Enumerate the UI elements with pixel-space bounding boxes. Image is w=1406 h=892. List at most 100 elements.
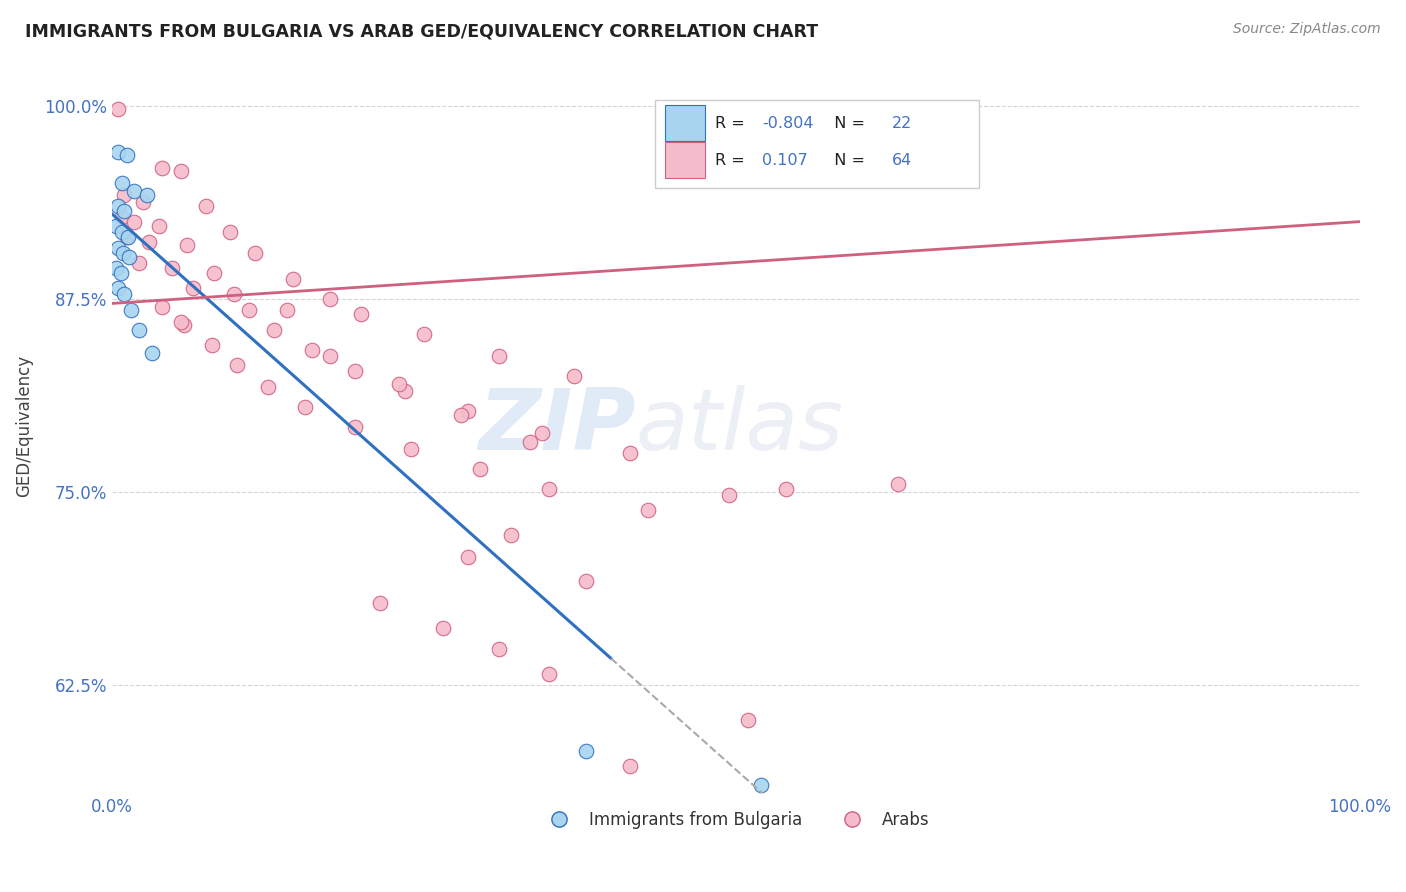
Text: IMMIGRANTS FROM BULGARIA VS ARAB GED/EQUIVALENCY CORRELATION CHART: IMMIGRANTS FROM BULGARIA VS ARAB GED/EQU… bbox=[25, 22, 818, 40]
Text: -0.804: -0.804 bbox=[762, 116, 814, 131]
Point bbox=[120, 302, 142, 317]
Point bbox=[562, 368, 585, 383]
Point bbox=[104, 260, 127, 275]
Point bbox=[718, 488, 741, 502]
Point bbox=[169, 315, 191, 329]
Point bbox=[488, 642, 510, 657]
Point bbox=[115, 148, 138, 162]
Point bbox=[276, 302, 298, 317]
Point bbox=[132, 194, 155, 209]
Point bbox=[107, 281, 129, 295]
Point bbox=[150, 161, 173, 175]
Point bbox=[107, 145, 129, 160]
Point bbox=[111, 210, 134, 224]
Point bbox=[107, 241, 129, 255]
Point bbox=[114, 188, 136, 202]
Point bbox=[114, 287, 136, 301]
Point bbox=[224, 287, 246, 301]
Point bbox=[104, 219, 127, 234]
Point bbox=[319, 292, 342, 306]
Point bbox=[537, 482, 560, 496]
Point bbox=[111, 176, 134, 190]
Point bbox=[619, 759, 641, 773]
Point bbox=[128, 323, 150, 337]
Point bbox=[457, 549, 479, 564]
Point bbox=[887, 477, 910, 491]
Text: 64: 64 bbox=[891, 153, 912, 168]
Point bbox=[118, 250, 141, 264]
Point bbox=[263, 323, 285, 337]
Point bbox=[173, 318, 195, 332]
Point bbox=[219, 226, 242, 240]
Point bbox=[160, 260, 183, 275]
Point bbox=[519, 435, 541, 450]
Point bbox=[117, 230, 139, 244]
Point bbox=[301, 343, 323, 357]
Point bbox=[114, 203, 136, 218]
Text: R =: R = bbox=[714, 153, 755, 168]
Point bbox=[344, 364, 367, 378]
Point bbox=[111, 226, 134, 240]
Point bbox=[468, 461, 491, 475]
Point bbox=[124, 184, 146, 198]
Point bbox=[319, 349, 342, 363]
Point bbox=[245, 245, 267, 260]
Point bbox=[875, 133, 897, 147]
Point bbox=[257, 380, 280, 394]
Point bbox=[138, 235, 160, 249]
Point bbox=[115, 230, 138, 244]
Point bbox=[450, 408, 472, 422]
Text: Source: ZipAtlas.com: Source: ZipAtlas.com bbox=[1233, 22, 1381, 37]
Text: R =: R = bbox=[714, 116, 749, 131]
Point bbox=[124, 214, 146, 228]
Point bbox=[112, 245, 135, 260]
Point bbox=[135, 188, 157, 202]
Point bbox=[537, 666, 560, 681]
Text: 22: 22 bbox=[891, 116, 912, 131]
Point bbox=[531, 426, 554, 441]
Point bbox=[457, 404, 479, 418]
Point bbox=[737, 713, 759, 727]
Point bbox=[110, 266, 132, 280]
Point bbox=[238, 302, 260, 317]
Text: 0.107: 0.107 bbox=[762, 153, 807, 168]
Point bbox=[150, 300, 173, 314]
Point bbox=[194, 199, 217, 213]
Point bbox=[501, 528, 523, 542]
Legend: Immigrants from Bulgaria, Arabs: Immigrants from Bulgaria, Arabs bbox=[536, 805, 936, 836]
Point bbox=[294, 400, 316, 414]
Point bbox=[202, 266, 225, 280]
Point bbox=[350, 307, 373, 321]
Point bbox=[637, 503, 659, 517]
Point bbox=[148, 219, 170, 234]
Point bbox=[401, 442, 423, 456]
Text: N =: N = bbox=[824, 116, 870, 131]
Point bbox=[368, 596, 391, 610]
Text: atlas: atlas bbox=[636, 384, 844, 467]
Point bbox=[488, 349, 510, 363]
Text: N =: N = bbox=[824, 153, 870, 168]
Point bbox=[107, 102, 129, 116]
Point bbox=[169, 163, 191, 178]
Point bbox=[176, 237, 198, 252]
Point bbox=[775, 482, 797, 496]
Point bbox=[388, 376, 411, 391]
Point bbox=[201, 338, 224, 352]
Point bbox=[141, 346, 163, 360]
Point bbox=[128, 256, 150, 270]
Point bbox=[412, 327, 434, 342]
Point bbox=[107, 199, 129, 213]
Text: ZIP: ZIP bbox=[478, 384, 636, 467]
FancyBboxPatch shape bbox=[655, 100, 979, 188]
Point bbox=[394, 384, 416, 399]
Point bbox=[749, 778, 772, 792]
Point bbox=[575, 574, 598, 589]
Point bbox=[575, 744, 598, 758]
Point bbox=[344, 420, 367, 434]
Y-axis label: GED/Equivalency: GED/Equivalency bbox=[15, 355, 32, 497]
FancyBboxPatch shape bbox=[665, 142, 704, 178]
FancyBboxPatch shape bbox=[665, 105, 704, 141]
Point bbox=[181, 281, 204, 295]
Point bbox=[432, 621, 454, 635]
Point bbox=[281, 271, 304, 285]
